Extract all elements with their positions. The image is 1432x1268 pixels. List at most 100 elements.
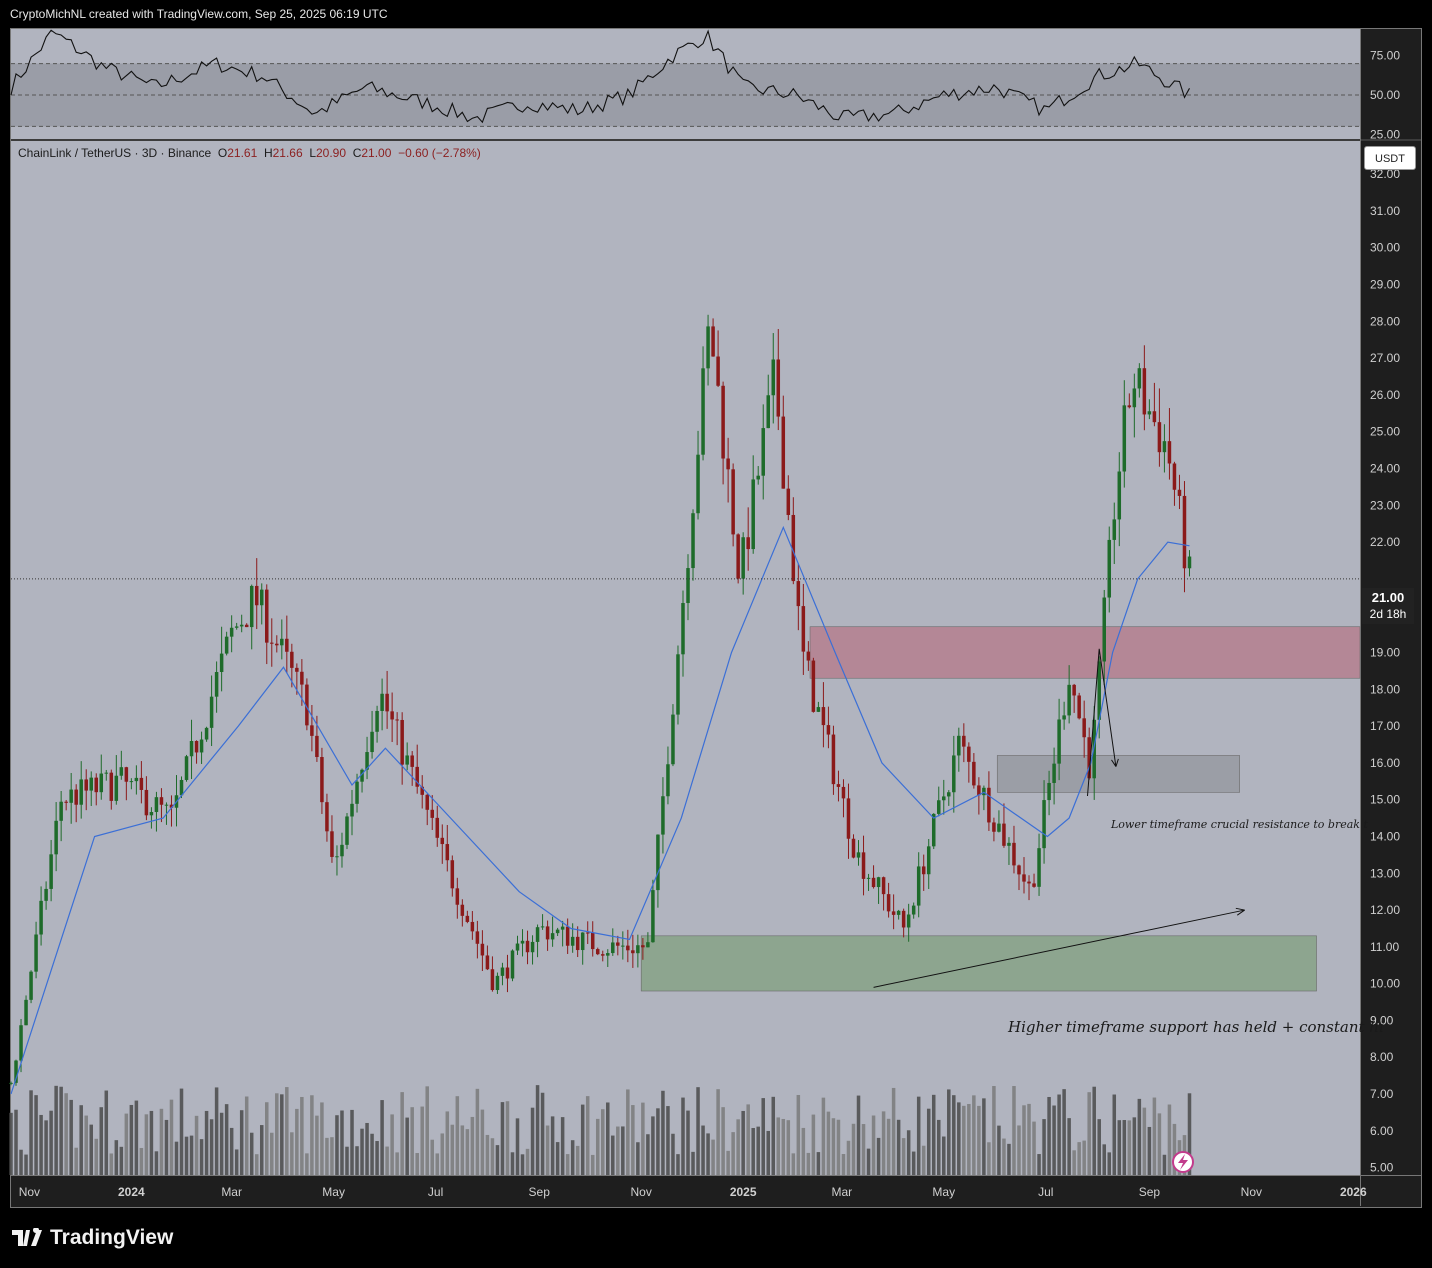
volume-bar (310, 1095, 314, 1175)
volume-bar (204, 1110, 209, 1175)
candle-body (876, 877, 881, 888)
candle-body (641, 945, 645, 948)
candle-body (124, 767, 129, 782)
open-label: O (217, 146, 228, 160)
candle-body (866, 877, 871, 879)
volume-bar (320, 1102, 324, 1175)
candle-body (89, 777, 93, 791)
candle-body (741, 537, 745, 579)
candle-body (906, 914, 911, 928)
volume-bar (846, 1140, 851, 1175)
candle-body (841, 786, 846, 799)
candle-body (826, 725, 831, 735)
volume-bar (84, 1115, 88, 1175)
volume-bar (636, 1142, 640, 1175)
volume-bar (801, 1127, 806, 1175)
tradingview-brand[interactable]: TradingView (12, 1224, 173, 1252)
volume-bar (686, 1110, 690, 1175)
rsi-indicator (10, 29, 1360, 127)
candle-body (1142, 368, 1147, 415)
volume-bar (470, 1116, 475, 1175)
volume-bar (595, 1118, 600, 1175)
volume-bar (781, 1118, 786, 1175)
note-higher-timeframe[interactable]: Higher timeframe support has held + cons… (1008, 1018, 1384, 1036)
volume-bar (1102, 1144, 1106, 1175)
candle-body (229, 627, 234, 637)
candle-body (781, 416, 786, 489)
candle-body (751, 479, 755, 550)
price-tick: 19.00 (1370, 645, 1400, 659)
volume-bar (1037, 1154, 1041, 1175)
volume-bar (520, 1154, 525, 1175)
candle-body (1047, 782, 1051, 801)
candle-body (691, 513, 695, 569)
volume-bar (1152, 1097, 1157, 1175)
currency-button[interactable]: USDT (1364, 146, 1416, 170)
time-tick: Sep (1139, 1185, 1161, 1199)
candle-body (480, 943, 485, 956)
price-tick: 25.00 (1370, 425, 1400, 439)
volume-bar (766, 1130, 771, 1175)
candle-body (1152, 411, 1157, 423)
candle-body (1027, 881, 1031, 884)
lightning-icon[interactable] (1172, 1151, 1194, 1173)
time-tick: May (932, 1185, 955, 1199)
volume-bar (300, 1096, 304, 1175)
candle-body (39, 900, 43, 935)
volume-bar (104, 1090, 109, 1175)
candle-body (390, 711, 394, 720)
candle-body (636, 945, 640, 954)
candle-body (595, 949, 600, 955)
candle-body (440, 837, 445, 845)
volume-bar (585, 1096, 590, 1175)
volume-bar (936, 1119, 941, 1175)
candle-body (821, 707, 826, 726)
candle-body (259, 589, 264, 606)
candle-body (977, 785, 981, 796)
volume-bar (871, 1115, 876, 1175)
volume-bar (570, 1140, 575, 1175)
candle-body (64, 801, 68, 803)
candle-body (425, 794, 429, 810)
candle-body (224, 636, 229, 654)
volume-bar (59, 1086, 63, 1175)
volume-bar (771, 1096, 776, 1175)
volume-bar (19, 1149, 23, 1175)
volume-bar (1122, 1120, 1127, 1175)
candle-body (450, 860, 455, 889)
candle-body (861, 852, 866, 879)
candlesticks (9, 314, 1192, 1086)
volume-bar (926, 1108, 931, 1175)
candle-body (766, 395, 771, 429)
volume-bar (275, 1093, 279, 1175)
symbol-legend[interactable]: ChainLink / TetherUS · 3D · Binance O21.… (18, 146, 481, 160)
candle-body (430, 809, 435, 818)
candle-body (585, 932, 590, 934)
candle-body (676, 654, 680, 715)
candle-body (1052, 763, 1056, 783)
note-lower-timeframe[interactable]: Lower timeframe crucial resistance to br… (1111, 818, 1368, 831)
volume-bar (34, 1095, 38, 1175)
volume-bar (340, 1110, 344, 1175)
volume-bar (982, 1098, 986, 1175)
volume-bar (1012, 1086, 1016, 1175)
candle-body (992, 822, 996, 832)
volume-bar (957, 1102, 961, 1175)
candle-body (505, 967, 510, 979)
price-tick: 8.00 (1370, 1050, 1394, 1064)
candle-body (204, 727, 209, 740)
volume-bar (525, 1148, 530, 1175)
candle-body (616, 942, 620, 946)
volume-bar (972, 1095, 976, 1175)
close-label: C (352, 146, 362, 160)
candle-body (234, 626, 239, 628)
candle-body (831, 734, 836, 785)
candle-body (1082, 718, 1086, 738)
candle-body (931, 813, 936, 847)
volume-bar (475, 1088, 480, 1175)
candle-body (681, 603, 685, 655)
candle-body (1162, 441, 1167, 453)
projection-path (1087, 648, 1117, 797)
time-tick: Jul (428, 1185, 443, 1199)
